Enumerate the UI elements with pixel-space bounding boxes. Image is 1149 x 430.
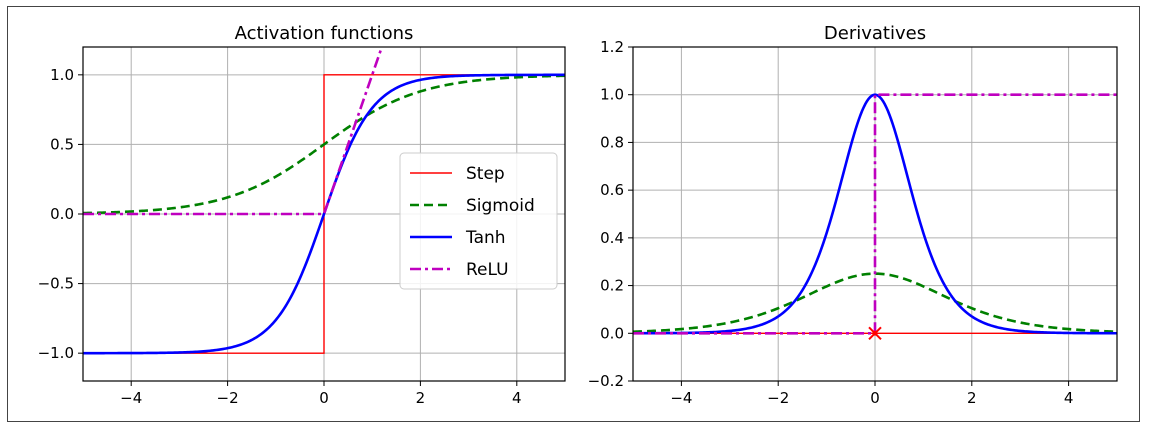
x-tick-label: 2: [967, 389, 977, 407]
x-tick-label: −2: [217, 389, 239, 407]
series-group: [83, 47, 565, 355]
x-tick-label: 4: [512, 389, 522, 407]
x-tick-label: −4: [120, 389, 142, 407]
legend-label: Step: [466, 164, 505, 184]
legend-box: [399, 152, 558, 290]
legend-label: ReLU: [466, 260, 509, 280]
legend-label: Tanh: [465, 228, 506, 248]
chart-panel-2: −4 −2 0 2 4 −0.2 0.0 0.2 0.4 0.6 0.8 1.0 1.2 Derivati…: [588, 23, 1118, 407]
x-tick-label: 4: [1064, 389, 1074, 407]
chart-title: Derivatives: [824, 23, 926, 44]
series-line-sigmoid: [83, 74, 565, 215]
y-tick-label: 0.0: [600, 324, 624, 342]
y-tick-label: 0.4: [600, 229, 624, 247]
series-line-tanh: [83, 73, 565, 355]
chart-title: Activation functions: [235, 23, 414, 44]
legend: Step Sigmoid Tanh ReLU: [399, 152, 558, 290]
x-tick-label: 2: [416, 389, 426, 407]
x-tick-label: −4: [670, 389, 692, 407]
series-line-sigmoid-derivative: [633, 272, 1117, 333]
y-tick-label: −1.0: [38, 344, 74, 362]
y-tick-label: 0.8: [600, 133, 624, 151]
x-tick-label: −2: [767, 389, 789, 407]
x-tick-label: 0: [870, 389, 880, 407]
chart-panel-1: −4 −2 0 2 4 −1.0 −0.5 0.0 0.5 1.0 Activation funct…: [38, 23, 566, 407]
y-tick-label: 1.2: [600, 38, 624, 56]
y-tick-label: 1.0: [50, 66, 74, 84]
y-tick-label: −0.5: [38, 275, 74, 293]
y-tick-label: 0.5: [50, 135, 74, 153]
figure-frame: [7, 6, 1140, 422]
y-tick-label: −0.2: [588, 372, 624, 390]
series-line-tanh-derivative: [633, 93, 1117, 335]
marker-x: [868, 326, 882, 340]
y-tick-label: 1.0: [600, 86, 624, 104]
y-tick-label: 0.6: [600, 181, 624, 199]
marker-dot: [872, 330, 878, 336]
series-line-relu-derivative: [633, 93, 1117, 335]
y-tick-label: 0.2: [600, 277, 624, 295]
x-tick-label: 0: [319, 389, 329, 407]
legend-label: Sigmoid: [466, 196, 535, 216]
y-tick-label: 0.0: [50, 205, 74, 223]
